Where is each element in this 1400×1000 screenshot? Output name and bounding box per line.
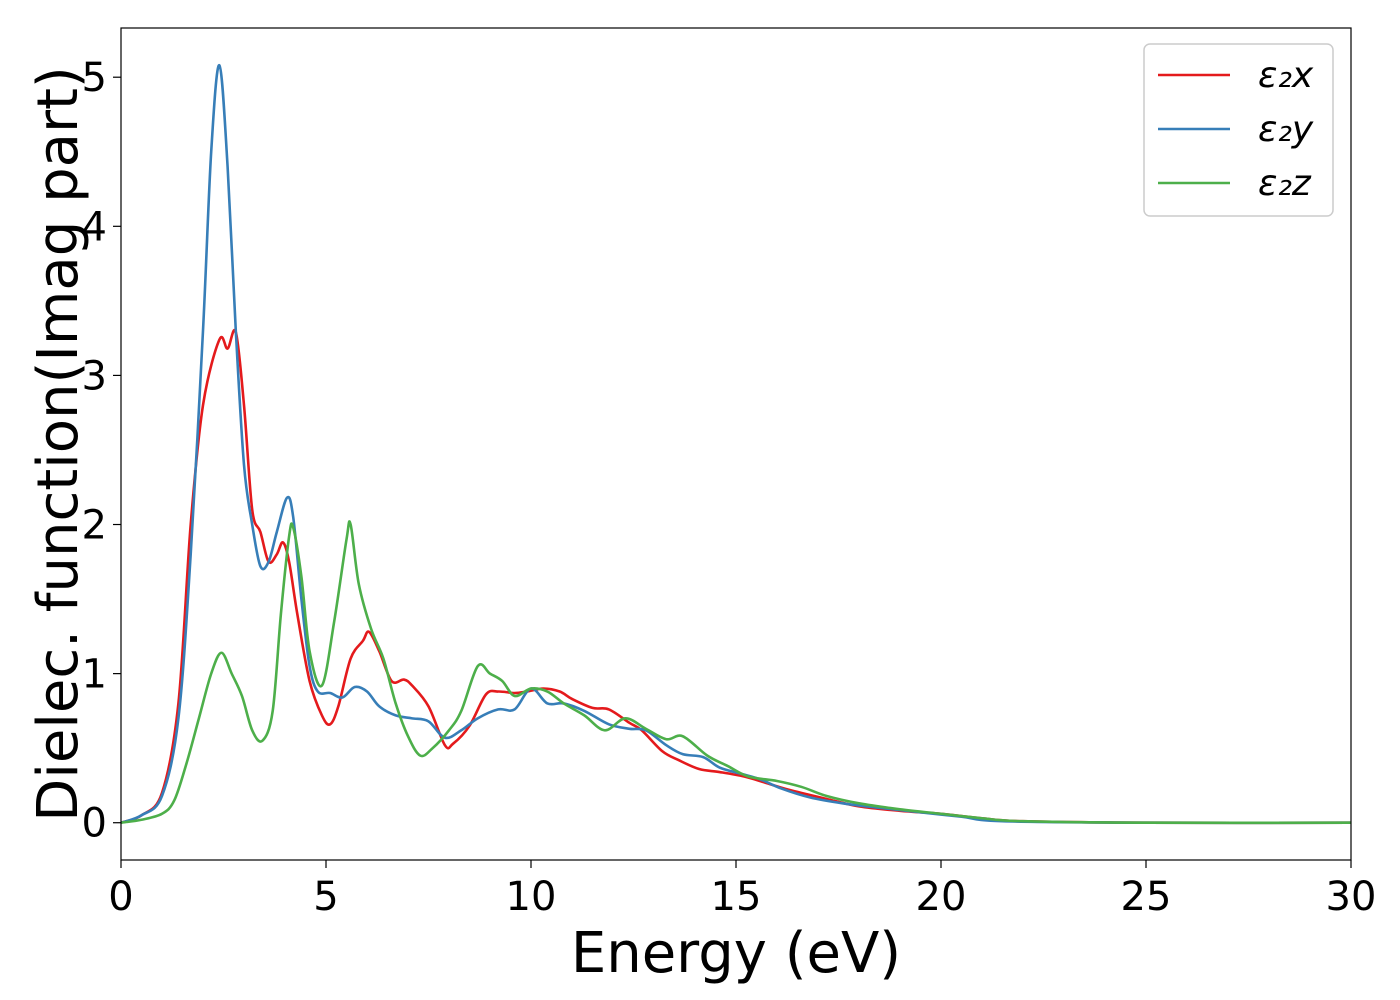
x-tick-label: 25 xyxy=(1121,874,1172,920)
legend: ε₂x ε₂y ε₂z xyxy=(1143,43,1334,217)
y-tick-label: 4 xyxy=(82,204,107,250)
legend-entry-label: ε₂y xyxy=(1258,109,1314,150)
y-tick-label: 5 xyxy=(82,55,107,101)
x-tick-label: 30 xyxy=(1326,874,1377,920)
x-tick-label: 10 xyxy=(506,874,557,920)
x-tick-label: 20 xyxy=(916,874,967,920)
y-tick-label: 0 xyxy=(82,801,107,847)
x-tick-label: 0 xyxy=(108,874,133,920)
y-tick-label: 1 xyxy=(82,652,107,698)
legend-box xyxy=(1143,43,1334,217)
y-axis: 0 1 2 3 4 5 xyxy=(82,55,121,847)
x-tick-label: 5 xyxy=(313,874,338,920)
x-tick-label: 15 xyxy=(711,874,762,920)
series-line-1 xyxy=(121,328,1351,825)
x-axis: 0 5 10 15 20 25 30 xyxy=(108,860,1376,920)
series-line-3 xyxy=(121,520,1351,825)
y-axis-label: Dielec. function(Imag part) xyxy=(26,66,91,822)
series-layer xyxy=(121,63,1351,825)
legend-entry-label: ε₂z xyxy=(1258,163,1312,204)
y-tick-label: 2 xyxy=(82,503,107,549)
x-axis-label: Energy (eV) xyxy=(571,921,901,986)
y-tick-label: 3 xyxy=(82,353,107,399)
series-line-2 xyxy=(121,63,1351,825)
legend-entry-label: ε₂x xyxy=(1258,55,1314,96)
